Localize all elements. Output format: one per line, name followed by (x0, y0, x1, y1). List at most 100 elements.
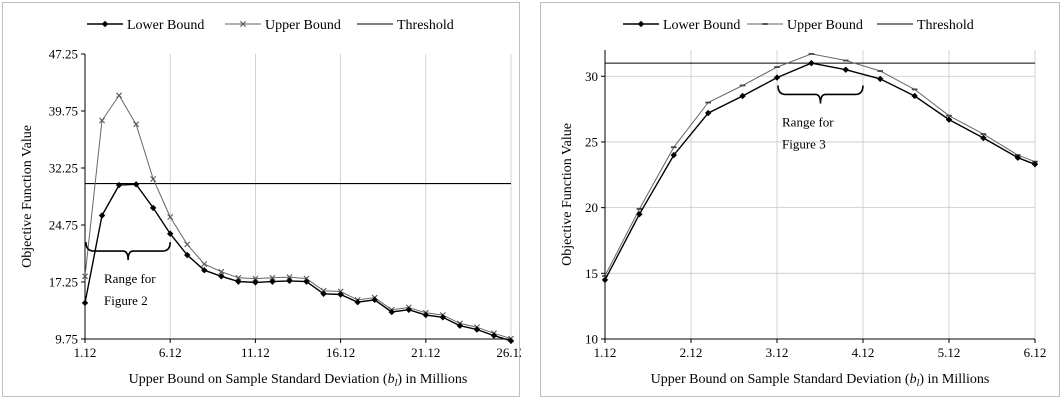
lower-bound-point (842, 66, 849, 73)
x-axis-label: Upper Bound on Sample Standard Deviation… (651, 372, 990, 389)
lower-bound-point (132, 181, 140, 188)
lower-bound-point (405, 306, 412, 313)
y-tick-label: 15 (585, 266, 598, 281)
upper-bound-point (82, 273, 88, 280)
upper-bound-point (235, 274, 242, 281)
range-annotation-text: Figure 2 (104, 293, 148, 308)
chart-panel-right: 1.12 2.12 3.12 4.12 5.12 6.12 10 15 20 25 30 Object… (540, 2, 1060, 397)
lower-bound-point (269, 278, 276, 285)
upper-bound-point (269, 274, 276, 281)
upper-bound-point (201, 261, 208, 268)
lower-bound-point (1031, 161, 1039, 168)
lower-bound-point (945, 116, 953, 123)
x-tick-label: 2.12 (680, 345, 703, 360)
gridlines (169, 54, 512, 339)
lower-bound-point (320, 290, 327, 297)
lower-bound-point (303, 278, 310, 285)
legend-item: Lower Bound (623, 18, 740, 33)
legend-label: Lower Bound (127, 18, 204, 33)
lower-bound-point (739, 92, 746, 100)
range-annotation-text: Range for (782, 114, 834, 129)
lower-bound-point (115, 181, 123, 189)
x-tick-label: 1.12 (594, 345, 617, 360)
lower-bound-point (286, 277, 293, 285)
lower-bound-point (218, 273, 225, 280)
y-tick-label: 10 (585, 332, 598, 347)
lower-bound-point (439, 314, 447, 321)
upper-bound-point (99, 117, 106, 124)
lower-bound-point (490, 332, 498, 339)
lower-bound-point (422, 311, 429, 319)
legend-marker (637, 20, 645, 28)
upper-bound-line (84, 94, 512, 340)
x-tick-label: 4.12 (852, 345, 875, 360)
legend: Lower Bound Upper Bound Threshold (87, 18, 454, 33)
upper-bound-point (184, 241, 191, 248)
x-tick-label: 26.12 (496, 345, 521, 360)
objective-function-chart-left: 1.12 6.12 11.12 16.12 21.12 26.12 9.75 17.25 24.… (20, 18, 521, 389)
lower-bound-line (604, 62, 1036, 281)
lower-bound-point (636, 211, 643, 218)
upper-bound-point (218, 268, 225, 275)
x-tick-label: 6.12 (1024, 345, 1047, 360)
legend-label: Threshold (917, 18, 974, 33)
x-tick-label: 5.12 (938, 345, 961, 360)
lower-bound-line (84, 183, 512, 342)
lower-bound-point (98, 212, 106, 219)
lower-bound-point (354, 298, 361, 306)
y-tick-label: 9.75 (55, 332, 78, 347)
y-tick-label: 30 (585, 69, 598, 84)
upper-bound-point (252, 275, 259, 282)
x-tick-label: 11.12 (241, 345, 270, 360)
range-brace (777, 85, 864, 104)
range-annotation-text: Range for (104, 271, 156, 286)
upper-bound-point (133, 121, 140, 128)
legend-item: Lower Bound (87, 18, 204, 33)
legend-item: Upper Bound (747, 18, 863, 33)
lower-bound-point (184, 251, 191, 259)
legend-item: Upper Bound (225, 18, 341, 33)
y-axis-label: Objective Function Value (20, 125, 35, 268)
upper-bound-line (604, 53, 1036, 277)
range-brace (85, 242, 171, 261)
legend: Lower Bound Upper Bound Threshold (623, 18, 974, 33)
chart-panel-left: 1.12 6.12 11.12 16.12 21.12 26.12 9.75 17.25 24.… (2, 2, 521, 397)
lower-bound-point (252, 279, 259, 286)
lower-bound-point (81, 299, 89, 307)
legend-label: Upper Bound (265, 18, 341, 33)
legend-label: Upper Bound (787, 18, 863, 33)
lower-bound-point (337, 291, 344, 298)
y-tick-label: 25 (585, 134, 598, 149)
range-annotation-text: Figure 3 (782, 136, 826, 151)
legend-item: Threshold (877, 18, 974, 33)
y-tick-label: 20 (585, 200, 598, 215)
y-tick-label: 24.75 (49, 218, 78, 233)
y-axis-label: Objective Function Value (560, 123, 575, 266)
legend-label: Lower Bound (663, 18, 740, 33)
x-tick-label: 1.12 (74, 345, 97, 360)
lower-bound-point (507, 337, 515, 345)
legend-item: Threshold (357, 18, 454, 33)
legend-marker (101, 20, 109, 28)
upper-bound-point (167, 214, 174, 221)
y-tick-label: 47.25 (49, 47, 78, 62)
lower-bound-point (808, 59, 815, 67)
lower-bound-point (456, 322, 464, 329)
legend-label: Threshold (397, 18, 454, 33)
x-tick-label: 21.12 (411, 345, 440, 360)
y-tick-label: 32.25 (49, 161, 78, 176)
lower-bound-point (911, 92, 918, 100)
x-axis-label: Upper Bound on Sample Standard Deviation… (129, 372, 468, 389)
x-tick-label: 3.12 (766, 345, 789, 360)
lower-bound-point (235, 278, 242, 285)
lower-bound-point (473, 326, 481, 333)
legend-marker (240, 21, 246, 27)
lower-bound-point (601, 276, 609, 284)
lower-bound-point (167, 230, 174, 237)
y-tick-label: 17.25 (49, 275, 78, 290)
lower-bound-series (601, 59, 1039, 284)
lower-bound-point (773, 74, 781, 81)
upper-bound-point (150, 176, 157, 183)
upper-bound-point (286, 274, 293, 281)
lower-bound-point (201, 267, 208, 274)
